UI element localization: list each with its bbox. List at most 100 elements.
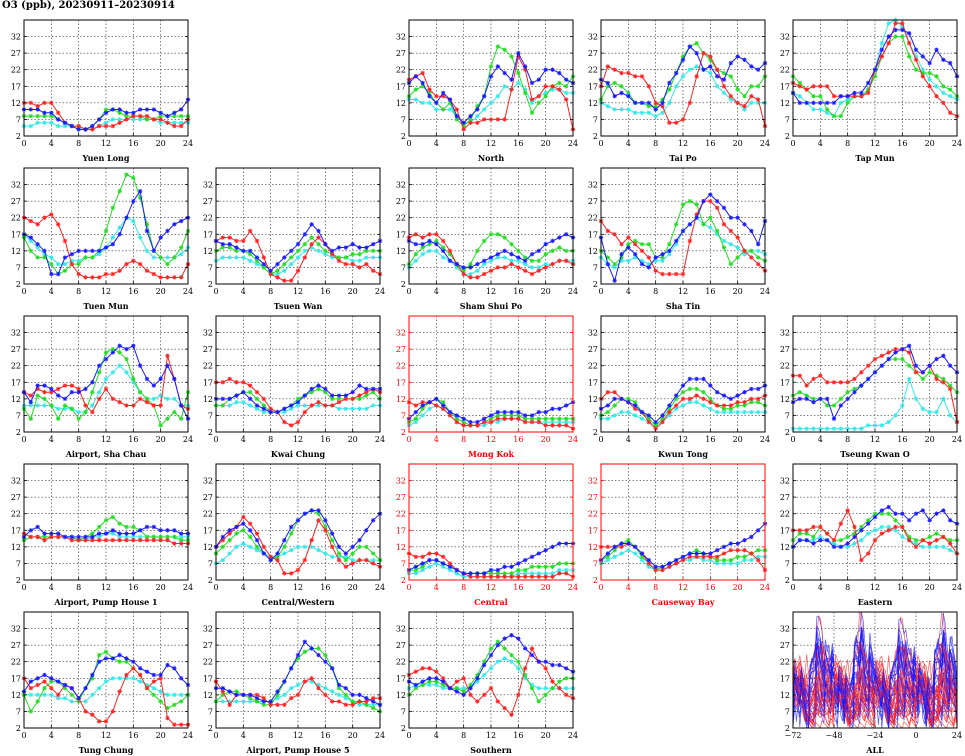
data-point — [900, 356, 905, 362]
data-point — [481, 574, 487, 579]
data-point — [721, 77, 727, 82]
data-point — [728, 561, 734, 566]
data-point — [755, 100, 761, 106]
x-tick-label: 12 — [870, 139, 880, 148]
data-point — [124, 346, 129, 352]
data-point — [852, 524, 857, 530]
data-point — [316, 386, 321, 392]
data-point — [261, 396, 267, 402]
data-point — [701, 198, 706, 204]
data-point — [90, 672, 95, 678]
data-point — [941, 396, 946, 402]
data-point — [550, 544, 555, 550]
data-point — [913, 396, 919, 402]
data-point — [859, 528, 864, 533]
station-label: Tap Mun — [855, 153, 895, 163]
data-point — [831, 403, 837, 408]
data-point — [90, 676, 95, 681]
x-tick-label: 20 — [733, 435, 743, 444]
data-point — [309, 242, 314, 247]
data-point — [137, 672, 143, 678]
data-point — [529, 652, 535, 658]
y-tick-label: 27 — [588, 49, 598, 58]
x-tick-label: 0 — [21, 731, 26, 740]
data-point — [461, 686, 466, 691]
data-point — [941, 90, 946, 96]
data-point — [735, 100, 740, 106]
data-point — [536, 419, 542, 425]
y-tick-label: 2 — [16, 724, 21, 733]
data-point — [261, 403, 267, 408]
x-tick-label: 16 — [513, 139, 523, 148]
data-point — [749, 64, 754, 69]
data-point — [934, 531, 939, 536]
data-point — [543, 416, 548, 421]
data-point — [295, 399, 301, 405]
y-tick-label: 22 — [11, 66, 21, 75]
data-point — [529, 413, 535, 418]
data-point — [35, 245, 40, 250]
data-point — [454, 107, 460, 112]
data-point — [667, 87, 672, 92]
data-point — [316, 646, 321, 651]
data-point — [495, 642, 501, 648]
data-point — [612, 396, 617, 402]
x-tick-label: 12 — [101, 435, 111, 444]
data-point — [708, 406, 713, 411]
data-point — [714, 409, 720, 415]
x-tick-label: 20 — [925, 139, 935, 148]
data-point — [941, 376, 946, 382]
data-point — [831, 94, 837, 99]
data-point — [468, 423, 473, 428]
data-point — [516, 416, 521, 421]
data-point — [475, 571, 480, 576]
data-point — [557, 541, 562, 546]
data-point — [131, 113, 136, 119]
data-point — [495, 574, 501, 579]
x-tick-label: 8 — [653, 287, 658, 296]
data-point — [49, 534, 54, 540]
data-point — [509, 54, 514, 59]
y-tick-label: 22 — [396, 658, 406, 667]
data-point — [178, 245, 184, 250]
x-tick-label: 0 — [406, 139, 411, 148]
data-point — [646, 110, 652, 115]
data-point — [804, 100, 809, 106]
data-point — [103, 376, 109, 382]
data-point — [872, 514, 878, 520]
data-point — [350, 561, 355, 566]
data-point — [516, 692, 521, 698]
data-point — [728, 74, 734, 79]
station-label: Airport, Pump House 1 — [54, 597, 158, 607]
data-point — [639, 100, 645, 106]
data-point — [329, 538, 335, 543]
data-point — [680, 403, 686, 408]
data-point — [694, 64, 699, 69]
y-tick-label: 17 — [396, 82, 406, 91]
data-point — [502, 646, 507, 651]
data-point — [735, 87, 740, 92]
data-point — [28, 403, 34, 408]
data-point — [838, 94, 844, 99]
y-tick-label: 7 — [785, 707, 790, 716]
panel-airport-pump-house-5: 2 7 12 17 22 27 32 0 4 8 12 16 20 24 Airport, Pump Hou… — [192, 608, 385, 756]
data-point — [529, 265, 535, 270]
data-point — [605, 554, 611, 559]
data-point — [309, 403, 314, 408]
station-label: Tseung Kwan O — [840, 449, 910, 459]
data-point — [941, 100, 946, 106]
data-point — [495, 232, 501, 237]
data-point — [62, 255, 68, 260]
data-point — [350, 242, 355, 247]
data-point — [131, 380, 136, 385]
x-tick-label: 8 — [461, 731, 466, 740]
y-tick-label: 32 — [396, 477, 406, 486]
data-point — [742, 107, 747, 112]
data-point — [227, 702, 232, 707]
data-point — [343, 551, 349, 556]
x-tick-label: 12 — [101, 287, 111, 296]
data-point — [680, 557, 686, 563]
x-tick-label: 0 — [213, 731, 218, 740]
data-point — [824, 110, 830, 115]
